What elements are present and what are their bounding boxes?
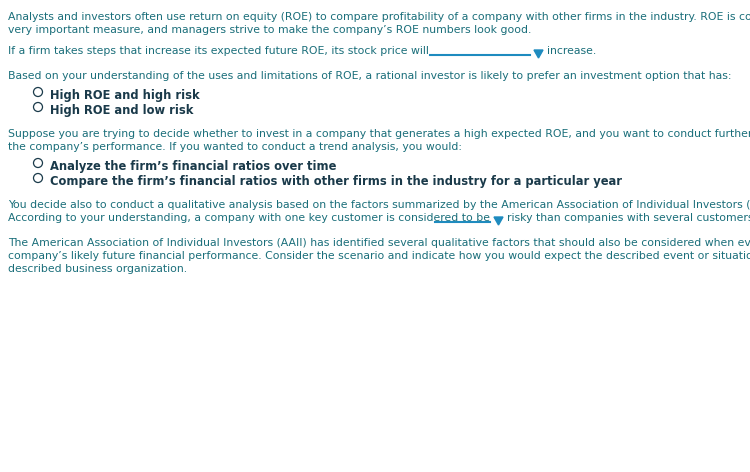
Text: Suppose you are trying to decide whether to invest in a company that generates a: Suppose you are trying to decide whether…	[8, 129, 750, 139]
Text: increase.: increase.	[547, 46, 596, 56]
Text: very important measure, and managers strive to make the company’s ROE numbers lo: very important measure, and managers str…	[8, 25, 531, 35]
Polygon shape	[534, 50, 543, 58]
Text: company’s likely future financial performance. Consider the scenario and indicat: company’s likely future financial perfor…	[8, 251, 750, 261]
Text: The American Association of Individual Investors (AAII) has identified several q: The American Association of Individual I…	[8, 238, 750, 248]
Text: High ROE and high risk: High ROE and high risk	[50, 89, 200, 102]
Text: High ROE and low risk: High ROE and low risk	[50, 104, 194, 117]
Text: Analysts and investors often use return on equity (ROE) to compare profitability: Analysts and investors often use return …	[8, 12, 750, 22]
Text: Based on your understanding of the uses and limitations of ROE, a rational inves: Based on your understanding of the uses …	[8, 71, 731, 81]
Text: If a firm takes steps that increase its expected future ROE, its stock price wil: If a firm takes steps that increase its …	[8, 46, 432, 56]
Text: Analyze the firm’s financial ratios over time: Analyze the firm’s financial ratios over…	[50, 160, 336, 173]
Text: the company’s performance. If you wanted to conduct a trend analysis, you would:: the company’s performance. If you wanted…	[8, 142, 462, 152]
Text: risky than companies with several customers.: risky than companies with several custom…	[507, 213, 750, 223]
Text: According to your understanding, a company with one key customer is considered t: According to your understanding, a compa…	[8, 213, 494, 223]
Text: You decide also to conduct a qualitative analysis based on the factors summarize: You decide also to conduct a qualitative…	[8, 200, 750, 210]
Text: Compare the firm’s financial ratios with other firms in the industry for a parti: Compare the firm’s financial ratios with…	[50, 175, 622, 188]
Polygon shape	[494, 217, 503, 225]
Text: described business organization.: described business organization.	[8, 264, 188, 274]
